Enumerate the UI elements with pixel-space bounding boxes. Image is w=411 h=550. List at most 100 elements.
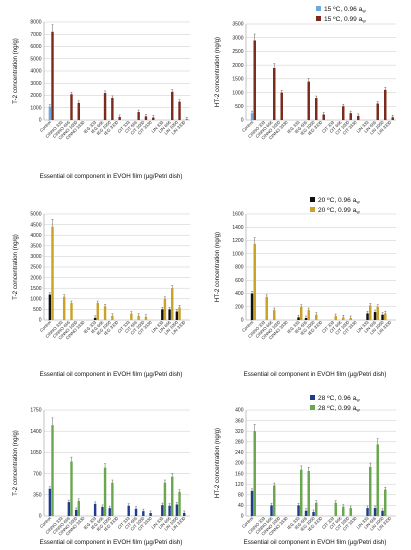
bar-2-lin-666 bbox=[171, 91, 174, 120]
bar-2-ieg-333 bbox=[96, 303, 99, 320]
bar-2-cit-3330 bbox=[357, 115, 360, 120]
bar-2-cit-666 bbox=[137, 112, 140, 120]
bar-2-lin-1000 bbox=[384, 489, 387, 516]
y-tick-label: 280 bbox=[235, 440, 244, 446]
bar-1-lin-333 bbox=[161, 505, 164, 516]
bar-2-ieg-333 bbox=[300, 469, 303, 517]
bar-2-ieg-3330 bbox=[118, 116, 121, 120]
bar-2-cinno-333 bbox=[265, 296, 268, 320]
bar-2-ieg-666 bbox=[307, 470, 310, 516]
bar-2-cit-1000 bbox=[349, 318, 352, 320]
bar-2-control bbox=[253, 243, 256, 320]
bar-2-control bbox=[51, 226, 54, 320]
bar-2-cit-3330 bbox=[152, 117, 155, 120]
y-tick-label: 350 bbox=[33, 493, 42, 499]
bar-2-lin-333 bbox=[163, 482, 167, 516]
bar-2-control bbox=[51, 31, 54, 120]
bar-1-ieg-1000 bbox=[108, 508, 111, 516]
y-tick-label: 0 bbox=[39, 118, 42, 124]
y-tick-label: 1000 bbox=[30, 297, 41, 303]
y-tick-label: 0 bbox=[39, 318, 42, 324]
bar-2-control bbox=[253, 431, 256, 516]
bar-2-ieg-1000 bbox=[315, 314, 318, 320]
bar-2-lin-666 bbox=[376, 444, 379, 516]
bar-2-control bbox=[253, 40, 256, 120]
chart-panel-6: 04080120160200240280320360400ControlCINN… bbox=[214, 395, 396, 546]
y-tick-label: 7000 bbox=[30, 32, 41, 38]
bar-1-cit-333 bbox=[127, 505, 130, 516]
bar-2-control bbox=[51, 425, 54, 516]
bar-1-ieg-333 bbox=[93, 503, 97, 516]
bar-1-lin-666 bbox=[168, 505, 171, 516]
bar-2-ieg-666 bbox=[307, 310, 310, 320]
bar-1-cit-3330 bbox=[149, 512, 152, 516]
bar-2-lin-666 bbox=[171, 288, 174, 320]
legend-entry: 28 ºC, 0.96 aw bbox=[318, 395, 360, 403]
bar-2-lin-1000 bbox=[384, 89, 387, 120]
legend-entry: 15 ºC, 0.96 aw bbox=[324, 6, 366, 14]
bar-1-cinno-666 bbox=[67, 502, 71, 516]
legend-swatch bbox=[310, 405, 315, 410]
bar-1-lin-666 bbox=[373, 508, 377, 516]
y-tick-label: 2000 bbox=[232, 63, 243, 69]
y-tick-label: 800 bbox=[235, 265, 244, 271]
legend-entry: 20 ºC, 0.96 aw bbox=[318, 197, 360, 205]
bar-2-ieg-1000 bbox=[111, 315, 114, 320]
bar-1-lin-666 bbox=[168, 309, 171, 320]
y-tick-label: 4000 bbox=[30, 233, 41, 239]
y-tick-label: 6000 bbox=[30, 44, 41, 50]
y-axis-label: HT-2 concentration (ng/g) bbox=[214, 232, 221, 302]
y-tick-label: 3500 bbox=[232, 22, 243, 28]
legend-swatch bbox=[316, 6, 321, 11]
bar-1-ieg-666 bbox=[101, 506, 104, 516]
x-axis-label: Essential oil component in EVOH film (µg… bbox=[244, 539, 387, 546]
chart-panel-4: 02004006008001000120014001600ControlCINN… bbox=[214, 197, 396, 378]
bar-2-ieg-1000 bbox=[315, 98, 318, 120]
x-axis-label: Essential oil component in EVOH film (µg… bbox=[244, 371, 387, 378]
bar-1-lin-1000 bbox=[175, 311, 179, 320]
x-axis-label: Essential oil component in EVOH film (µg… bbox=[40, 173, 183, 180]
y-tick-label: 1400 bbox=[30, 429, 41, 435]
y-tick-label: 2000 bbox=[30, 93, 41, 99]
y-tick-label: 1000 bbox=[30, 105, 41, 111]
bar-2-lin-333 bbox=[369, 466, 372, 516]
bar-2-cinno-1000 bbox=[77, 102, 80, 120]
bar-2-cinno-666 bbox=[70, 303, 73, 320]
y-axis-label: T-2 concentration (ng/g) bbox=[12, 430, 19, 496]
legend-swatch bbox=[310, 197, 315, 202]
y-tick-label: 2000 bbox=[30, 275, 41, 281]
bar-2-ieg-333 bbox=[300, 306, 303, 320]
legend-swatch bbox=[310, 207, 315, 212]
bar-1-control bbox=[48, 488, 52, 516]
bar-2-cinno-333 bbox=[62, 296, 66, 320]
y-tick-label: 320 bbox=[235, 429, 244, 435]
bar-2-cinno-666 bbox=[273, 67, 276, 120]
bar-2-ieg-666 bbox=[103, 306, 107, 320]
legend-swatch bbox=[310, 395, 315, 400]
y-tick-label: 1000 bbox=[232, 251, 243, 257]
bar-1-cinno-666 bbox=[270, 505, 273, 516]
y-tick-label: 1750 bbox=[30, 408, 41, 414]
bar-1-ieg-333 bbox=[93, 317, 97, 320]
y-tick-label: 200 bbox=[235, 304, 244, 310]
bar-2-cinno-666 bbox=[70, 94, 73, 120]
bar-1-ieg-333 bbox=[297, 505, 300, 516]
y-tick-label: 4000 bbox=[30, 69, 41, 75]
y-tick-label: 400 bbox=[235, 408, 244, 414]
bar-2-ieg-666 bbox=[307, 81, 310, 120]
bar-1-ieg-666 bbox=[304, 510, 308, 516]
y-tick-label: 3000 bbox=[30, 81, 41, 87]
bar-2-cinno-666 bbox=[273, 310, 276, 320]
legend-entry: 28 ºC, 0.99 aw bbox=[318, 405, 360, 413]
bar-2-cinno-1000 bbox=[280, 92, 283, 120]
bar-1-control bbox=[48, 294, 52, 320]
bar-2-cinno-1000 bbox=[77, 500, 80, 516]
bar-2-ieg-1000 bbox=[315, 502, 318, 516]
bar-2-lin-666 bbox=[376, 306, 379, 320]
chart-panel-2: 0500100015002000250030003500ControlCINNO… bbox=[214, 6, 396, 141]
bar-2-lin-3330 bbox=[391, 117, 394, 120]
y-tick-label: 700 bbox=[33, 471, 42, 477]
bar-2-cit-666 bbox=[342, 106, 345, 120]
